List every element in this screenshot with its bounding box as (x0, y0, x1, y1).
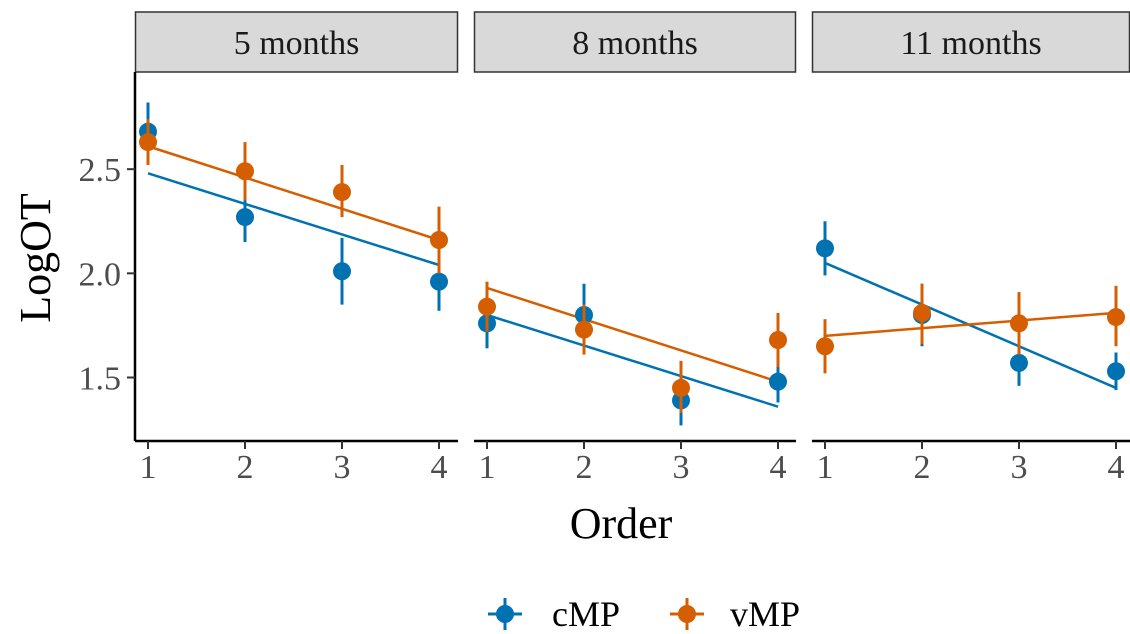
x-tick-label-11-months-1: 1 (817, 449, 834, 486)
x-tick-label-5-months-3: 3 (334, 449, 351, 486)
point-5-months-cmp-4 (430, 272, 448, 291)
point-5-months-vmp-2 (236, 162, 254, 181)
fit-line-8-months-vmp (486, 286, 779, 383)
point-11-months-cmp-4 (1107, 362, 1125, 381)
strip-label-5-months: 5 months (234, 25, 360, 62)
fit-line-5-months-vmp (147, 145, 440, 242)
legend-label-cmp: cMP (552, 594, 620, 634)
point-8-months-cmp-4 (769, 372, 787, 391)
fit-line-11-months-vmp (824, 311, 1117, 338)
strip-label-8-months: 8 months (572, 25, 698, 62)
point-11-months-vmp-4 (1107, 308, 1125, 327)
point-11-months-vmp-1 (816, 337, 834, 356)
fit-line-5-months-cmp (147, 172, 440, 267)
point-5-months-vmp-4 (430, 231, 448, 249)
y-axis-title: LogOT (11, 193, 60, 323)
x-tick-label-11-months-3: 3 (1011, 449, 1028, 486)
legend-key-cmp-point (496, 605, 514, 623)
panel-8-months: 8 months 1 2 3 4 (473, 11, 797, 486)
x-tick-label-8-months-3: 3 (673, 449, 690, 486)
point-8-months-vmp-1 (478, 297, 496, 316)
point-11-months-cmp-1 (816, 239, 834, 258)
data-layer-11-months (816, 221, 1125, 390)
point-8-months-vmp-2 (575, 320, 593, 339)
panel-5-months: 5 months 1 2 3 4 1.5 2.0 2.5 (79, 11, 459, 486)
strip-8-months (473, 11, 797, 73)
strip-label-11-months: 11 months (900, 25, 1041, 62)
strip-11-months (811, 11, 1130, 73)
point-5-months-cmp-2 (236, 208, 254, 227)
x-tick-label-8-months-2: 2 (576, 449, 593, 486)
point-8-months-vmp-3 (672, 378, 690, 397)
legend-key-vmp-point (678, 605, 696, 623)
data-layer-5-months (139, 102, 448, 311)
point-11-months-vmp-3 (1010, 314, 1028, 333)
x-tick-label-5-months-4: 4 (431, 449, 448, 486)
data-layer-8-months (478, 281, 787, 426)
x-tick-label-8-months-1: 1 (479, 449, 496, 486)
x-tick-label-11-months-2: 2 (914, 449, 931, 486)
point-5-months-vmp-1 (139, 133, 157, 152)
point-5-months-cmp-3 (333, 262, 351, 281)
x-axis-title: Order (570, 499, 673, 548)
y-tick-label-2.0: 2.0 (79, 256, 122, 293)
point-8-months-vmp-4 (769, 331, 787, 349)
point-5-months-vmp-3 (333, 183, 351, 202)
x-tick-label-5-months-2: 2 (237, 449, 254, 486)
y-tick-label-1.5: 1.5 (79, 361, 122, 398)
strip-5-months (134, 11, 459, 73)
x-tick-label-5-months-1: 1 (140, 449, 157, 486)
fit-line-8-months-cmp (486, 313, 779, 408)
x-tick-label-8-months-4: 4 (770, 449, 787, 486)
y-tick-label-2.5: 2.5 (79, 152, 122, 189)
point-11-months-cmp-3 (1010, 353, 1028, 372)
point-11-months-vmp-2 (913, 303, 931, 322)
panel-11-months: 11 months 1 2 3 4 (811, 11, 1130, 486)
x-tick-label-11-months-4: 4 (1108, 449, 1125, 486)
legend: cMP vMP (488, 594, 800, 634)
legend-label-vmp: vMP (730, 594, 800, 634)
legend-key-cmp (488, 598, 522, 630)
legend-key-vmp (670, 598, 704, 630)
